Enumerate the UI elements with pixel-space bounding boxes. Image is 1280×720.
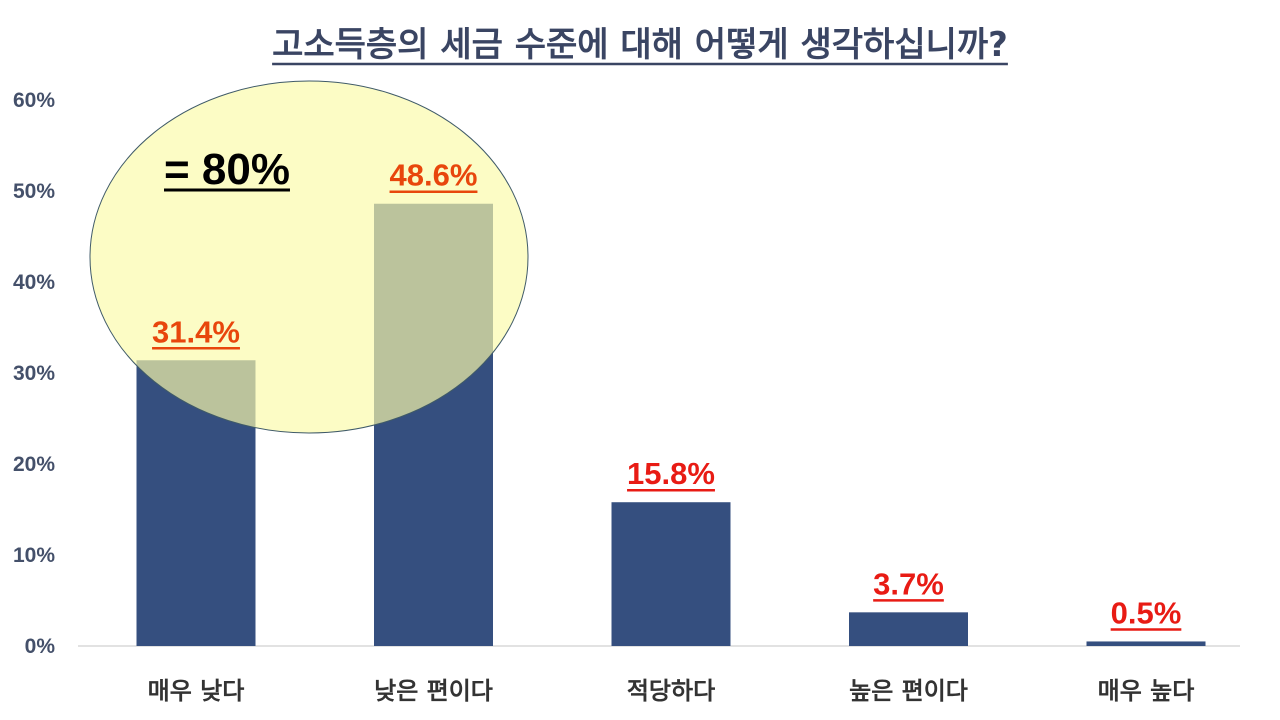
data-label: 15.8% <box>627 456 715 491</box>
bar <box>1086 641 1206 646</box>
y-tick-label: 10% <box>13 544 55 567</box>
annotation-total: = 80% <box>164 145 290 194</box>
y-tick-label: 60% <box>13 89 55 112</box>
y-tick-label: 0% <box>25 635 56 658</box>
annotation-group: = 80% <box>164 145 290 194</box>
y-axis-ticks: 0% 10% 20% 30% 40% 50% 60% <box>13 89 55 658</box>
data-labels: 31.4% 48.6% 15.8% 3.7% 0.5% <box>152 158 1182 631</box>
y-tick-label: 30% <box>13 362 55 385</box>
x-tick-label: 매우 높다 <box>1098 677 1195 705</box>
x-tick-label: 매우 낮다 <box>148 677 245 705</box>
x-axis-ticks: 매우 낮다 낮은 편이다 적당하다 높은 편이다 매우 높다 <box>148 677 1195 705</box>
x-tick-label: 높은 편이다 <box>849 677 968 705</box>
y-tick-label: 40% <box>13 271 55 294</box>
data-label: 0.5% <box>1111 595 1182 630</box>
x-tick-label: 낮은 편이다 <box>374 677 493 705</box>
chart-title-group: 고소득층의 세금 수준에 대해 어떻게 생각하십니까? <box>272 25 1008 66</box>
x-tick-label: 적당하다 <box>627 677 715 705</box>
data-label: 48.6% <box>390 158 478 193</box>
bar <box>849 612 968 646</box>
bar <box>611 502 731 646</box>
y-tick-label: 50% <box>13 180 55 203</box>
y-tick-label: 20% <box>13 453 55 476</box>
highlight-ellipse <box>89 80 529 434</box>
chart-title: 고소득층의 세금 수준에 대해 어떻게 생각하십니까? <box>272 25 1008 65</box>
data-label: 3.7% <box>873 566 944 601</box>
data-label: 31.4% <box>152 314 240 349</box>
